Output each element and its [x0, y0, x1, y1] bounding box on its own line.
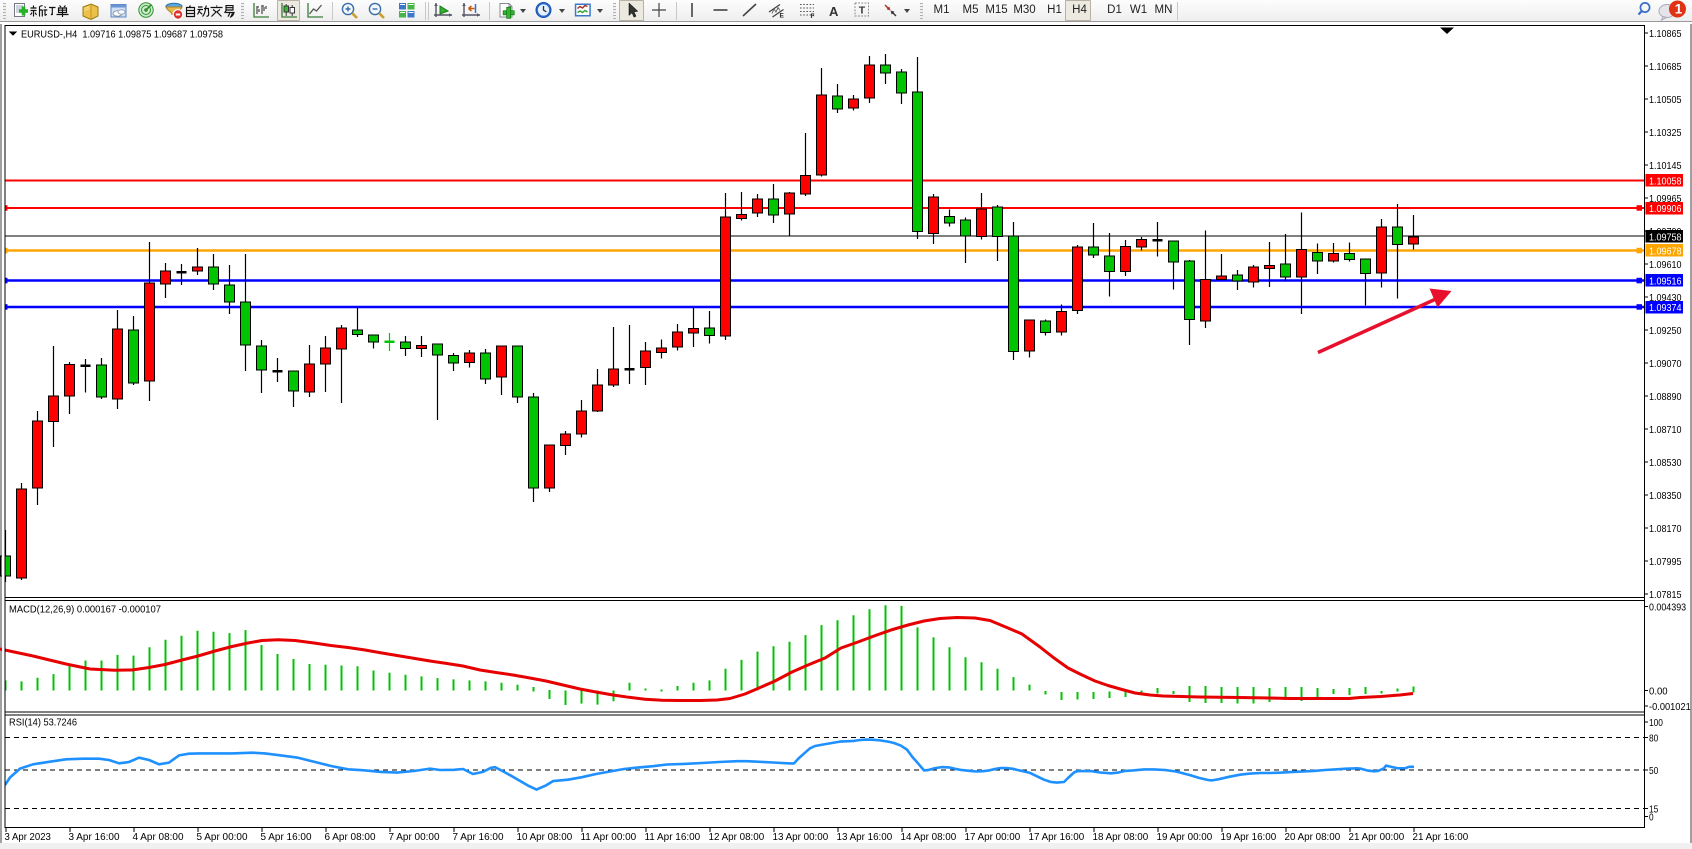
svg-text:1.09374: 1.09374	[1649, 302, 1682, 314]
svg-text:1.08890: 1.08890	[1649, 391, 1682, 403]
svg-text:100: 100	[1649, 717, 1663, 729]
svg-text:E: E	[780, 13, 785, 20]
svg-text:1.10685: 1.10685	[1649, 61, 1682, 73]
svg-text:1.08170: 1.08170	[1649, 523, 1682, 535]
svg-text:6 Apr 08:00: 6 Apr 08:00	[325, 831, 376, 843]
svg-text:1.07995: 1.07995	[1649, 556, 1682, 568]
svg-text:18 Apr 08:00: 18 Apr 08:00	[1093, 831, 1149, 843]
svg-text:7 Apr 16:00: 7 Apr 16:00	[453, 831, 504, 843]
svg-text:1.10505: 1.10505	[1649, 94, 1682, 106]
svg-text:1.09516: 1.09516	[1649, 276, 1682, 288]
svg-text:4 Apr 08:00: 4 Apr 08:00	[133, 831, 184, 843]
svg-text:0: 0	[1649, 811, 1654, 823]
svg-text:11 Apr 00:00: 11 Apr 00:00	[581, 831, 637, 843]
svg-text:7 Apr 00:00: 7 Apr 00:00	[389, 831, 440, 843]
svg-text:19 Apr 16:00: 19 Apr 16:00	[1221, 831, 1277, 843]
svg-text:MACD(12,26,9) 0.000167 -0.0001: MACD(12,26,9) 0.000167 -0.000107	[9, 604, 161, 616]
svg-text:5 Apr 00:00: 5 Apr 00:00	[197, 831, 248, 843]
svg-text:1.09610: 1.09610	[1649, 259, 1682, 271]
svg-text:19 Apr 00:00: 19 Apr 00:00	[1157, 831, 1213, 843]
svg-text:21 Apr 16:00: 21 Apr 16:00	[1413, 831, 1469, 843]
svg-text:13 Apr 16:00: 13 Apr 16:00	[837, 831, 893, 843]
svg-text:13 Apr 00:00: 13 Apr 00:00	[773, 831, 829, 843]
svg-text:0.004393: 0.004393	[1649, 602, 1686, 614]
svg-text:3 Apr 16:00: 3 Apr 16:00	[69, 831, 120, 843]
svg-text:3 Apr 2023: 3 Apr 2023	[5, 831, 52, 843]
svg-text:-0.001021: -0.001021	[1649, 701, 1691, 713]
svg-text:11 Apr 16:00: 11 Apr 16:00	[645, 831, 701, 843]
svg-text:1.09678: 1.09678	[1649, 246, 1682, 258]
svg-text:1.08530: 1.08530	[1649, 457, 1682, 469]
svg-text:21 Apr 00:00: 21 Apr 00:00	[1349, 831, 1405, 843]
svg-text:1.09906: 1.09906	[1649, 203, 1682, 215]
svg-text:1.09250: 1.09250	[1649, 325, 1682, 337]
svg-text:12 Apr 08:00: 12 Apr 08:00	[709, 831, 765, 843]
svg-text:80: 80	[1649, 732, 1658, 744]
svg-text:1.09758: 1.09758	[1649, 232, 1682, 244]
svg-text:50: 50	[1649, 765, 1658, 777]
svg-text:1.10865: 1.10865	[1649, 28, 1682, 40]
svg-text:1.09070: 1.09070	[1649, 358, 1682, 370]
svg-text:14 Apr 08:00: 14 Apr 08:00	[901, 831, 957, 843]
svg-text:17 Apr 16:00: 17 Apr 16:00	[1029, 831, 1085, 843]
svg-text:20 Apr 08:00: 20 Apr 08:00	[1285, 831, 1341, 843]
svg-text:1.10145: 1.10145	[1649, 160, 1682, 172]
svg-text:1.08710: 1.08710	[1649, 424, 1682, 436]
svg-text:15: 15	[1649, 804, 1658, 816]
svg-text:1.10325: 1.10325	[1649, 127, 1682, 139]
svg-text:5 Apr 16:00: 5 Apr 16:00	[261, 831, 312, 843]
svg-text:RSI(14) 53.7246: RSI(14) 53.7246	[9, 717, 77, 729]
svg-text:F: F	[811, 13, 815, 20]
svg-text:10 Apr 08:00: 10 Apr 08:00	[517, 831, 573, 843]
svg-text:0.00: 0.00	[1649, 685, 1668, 697]
svg-text:EURUSD-,H4 1.09716 1.09875 1.: EURUSD-,H4 1.09716 1.09875 1.09687 1.097…	[21, 29, 223, 41]
svg-text:1: 1	[1675, 2, 1683, 17]
svg-text:1.07815: 1.07815	[1649, 589, 1682, 601]
svg-text:1.08350: 1.08350	[1649, 490, 1682, 502]
svg-text:1.10058: 1.10058	[1649, 176, 1682, 188]
svg-text:17 Apr 00:00: 17 Apr 00:00	[965, 831, 1021, 843]
svg-text:T: T	[859, 5, 866, 17]
